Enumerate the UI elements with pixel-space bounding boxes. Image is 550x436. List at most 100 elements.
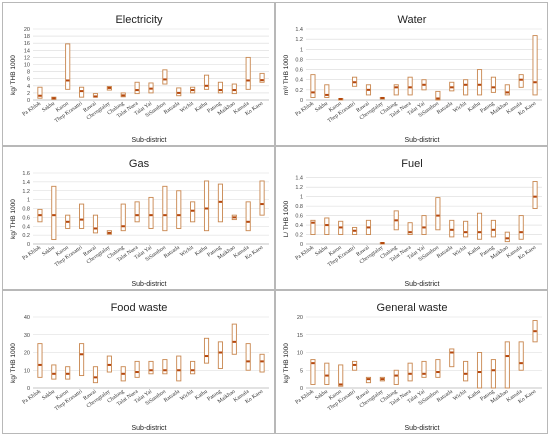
chart-svg: Electricity kg/ THB 1000 Sub-district 02… — [10, 14, 269, 144]
range-bar — [37, 343, 43, 378]
y-tick-label: 1 — [300, 47, 303, 53]
range-bar — [476, 352, 483, 389]
median-marker — [121, 225, 125, 228]
range-bar — [338, 364, 344, 387]
range-bar — [407, 362, 413, 382]
median-marker — [38, 94, 42, 97]
y-tick-label: 15 — [297, 333, 303, 339]
median-marker — [107, 363, 112, 366]
category-label: Pa Khlok — [294, 389, 315, 406]
median-marker — [394, 374, 398, 377]
range-bar — [231, 83, 237, 95]
median-marker — [121, 372, 125, 375]
category-label: Sakhu — [314, 389, 329, 402]
range-bar — [310, 74, 316, 98]
range-bar — [435, 359, 441, 378]
median-marker — [408, 231, 412, 234]
range-bar — [490, 76, 496, 93]
y-tick-label: 1.2 — [295, 37, 303, 43]
median-marker — [190, 369, 195, 372]
range-bar — [504, 341, 510, 389]
median-marker — [491, 228, 496, 231]
median-marker — [79, 90, 84, 93]
y-tick-label: 0.2 — [22, 233, 30, 239]
median-marker — [260, 203, 264, 206]
y-tick-label: 1.2 — [22, 189, 30, 195]
range-bar — [393, 369, 399, 385]
median-marker — [408, 86, 412, 89]
median-marker — [436, 97, 440, 100]
range-bar — [518, 341, 524, 371]
range-bar — [37, 86, 43, 99]
chart-svg: Water m³/ THB 1000 Sub-district 0 0.2 0.4 0… — [283, 14, 542, 144]
range-bar — [504, 84, 510, 96]
median-marker — [260, 360, 264, 363]
range-bar — [532, 35, 538, 96]
category-label: Sakhu — [41, 389, 56, 402]
range-bar — [245, 56, 251, 90]
chart-svg: Food waste kg/ THB 1000 Sub-district 0 10… — [10, 302, 269, 432]
median-marker — [339, 226, 343, 229]
range-bar — [162, 185, 168, 232]
range-bar — [449, 219, 455, 238]
median-marker — [463, 372, 468, 375]
median-marker — [135, 214, 139, 217]
range-bar — [203, 74, 210, 90]
y-tick-label: 16 — [24, 41, 30, 47]
y-tick-label: 0.4 — [295, 78, 303, 84]
range-bar — [259, 72, 265, 83]
range-bar — [393, 84, 399, 96]
y-tick-label: 0 — [27, 98, 30, 104]
median-marker — [93, 227, 98, 230]
range-bar — [324, 362, 330, 385]
y-axis-label: kg/ THB 1000 — [10, 55, 17, 95]
range-bar — [421, 215, 427, 235]
median-marker — [394, 86, 398, 89]
y-tick-label: 1.4 — [295, 27, 303, 33]
y-tick-label: 0 — [27, 386, 30, 392]
range-bar — [51, 185, 57, 241]
median-marker — [79, 218, 84, 221]
median-marker — [477, 371, 482, 374]
category-label: Pa Khlok — [21, 389, 42, 406]
y-tick-label: 6 — [27, 77, 30, 83]
range-bar — [217, 81, 223, 94]
category-label: Wichit — [179, 100, 195, 114]
median-marker — [204, 84, 209, 87]
median-marker — [366, 88, 371, 91]
category-label: Ratsada — [436, 388, 454, 403]
median-marker — [218, 89, 223, 92]
range-bar — [148, 360, 154, 375]
median-marker — [121, 94, 125, 97]
median-marker — [218, 200, 223, 203]
range-bar — [120, 203, 126, 232]
median-marker — [408, 372, 412, 375]
median-marker — [463, 83, 468, 86]
category-label: Ratsada — [163, 244, 181, 259]
range-bar — [162, 359, 168, 375]
range-bar — [190, 360, 196, 375]
median-marker — [491, 369, 496, 372]
median-marker — [505, 237, 509, 240]
median-marker — [380, 242, 385, 245]
category-label: Pa Khlok — [294, 245, 315, 262]
median-marker — [505, 355, 509, 358]
range-bar — [176, 190, 182, 229]
category-label: Ratsada — [163, 100, 181, 115]
median-marker — [93, 376, 98, 379]
median-marker — [450, 86, 454, 89]
chart-title: General waste — [377, 302, 448, 314]
y-tick-label: 0.6 — [22, 215, 30, 221]
range-bar — [463, 79, 469, 96]
chart-svg: General waste kg/ THB 1000 Sub-district … — [283, 302, 542, 432]
y-tick-label: 0.2 — [295, 233, 303, 239]
y-tick-label: 0.2 — [295, 88, 303, 94]
chart-panel-general-waste: General waste kg/ THB 1000 Sub-district … — [275, 290, 548, 434]
x-axis-label: Sub-district — [404, 281, 439, 288]
range-bar — [435, 197, 441, 231]
median-marker — [422, 226, 426, 229]
range-bar — [162, 69, 168, 85]
range-bar — [259, 353, 265, 373]
range-bar — [476, 69, 483, 96]
median-marker — [52, 372, 56, 375]
